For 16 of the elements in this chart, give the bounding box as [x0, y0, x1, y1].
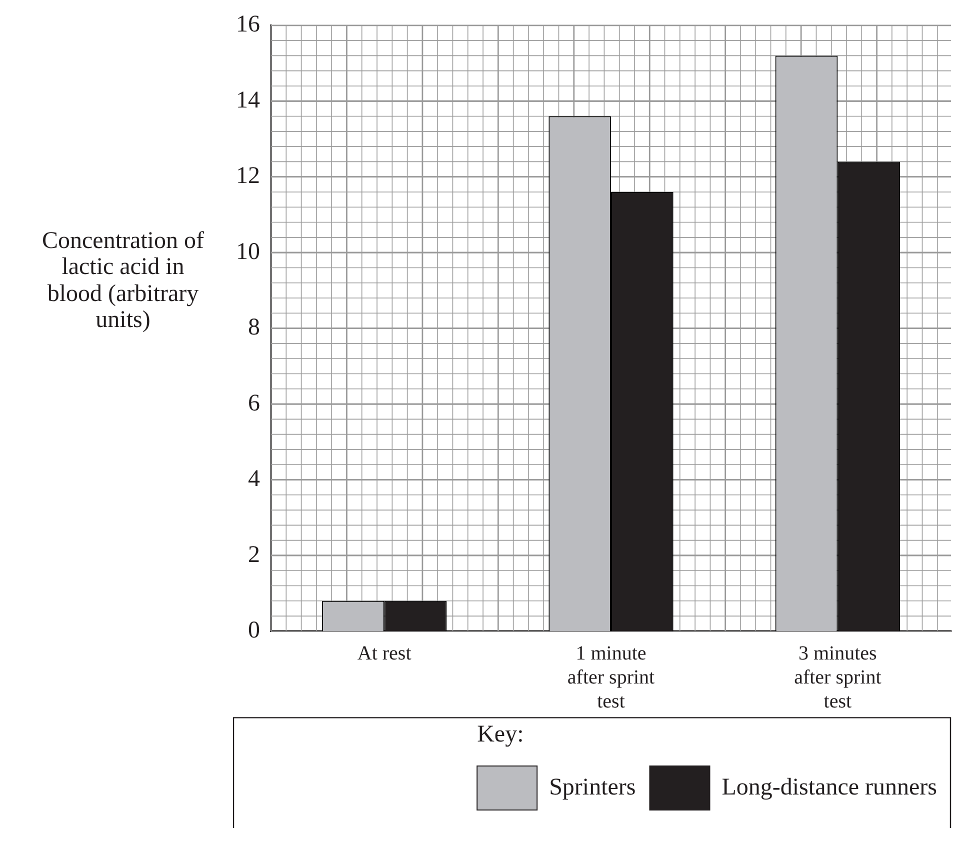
legend-label: Sprinters: [549, 774, 636, 800]
y-tick-label: 0: [248, 617, 260, 644]
y-axis-title: Concentration of lactic acid in blood (arbitrary units): [41, 228, 205, 334]
legend-title: Key:: [477, 721, 524, 748]
x-tick-label: At rest: [357, 642, 412, 664]
legend-label: Long-distance runners: [722, 774, 938, 800]
y-tick-label: 4: [248, 466, 260, 492]
y-tick-label: 10: [236, 238, 260, 265]
y-tick-label: 16: [236, 12, 260, 38]
x-tick-label: 1 minute after sprint test: [567, 642, 656, 712]
y-tick-label: 14: [236, 87, 260, 114]
y-tick-label: 6: [248, 390, 260, 416]
y-tick-label: 12: [236, 163, 260, 190]
y-tick-label: 2: [248, 542, 260, 568]
y-tick-label: 8: [248, 314, 260, 341]
x-tick-label: 3 minutes after sprint test: [794, 642, 882, 712]
